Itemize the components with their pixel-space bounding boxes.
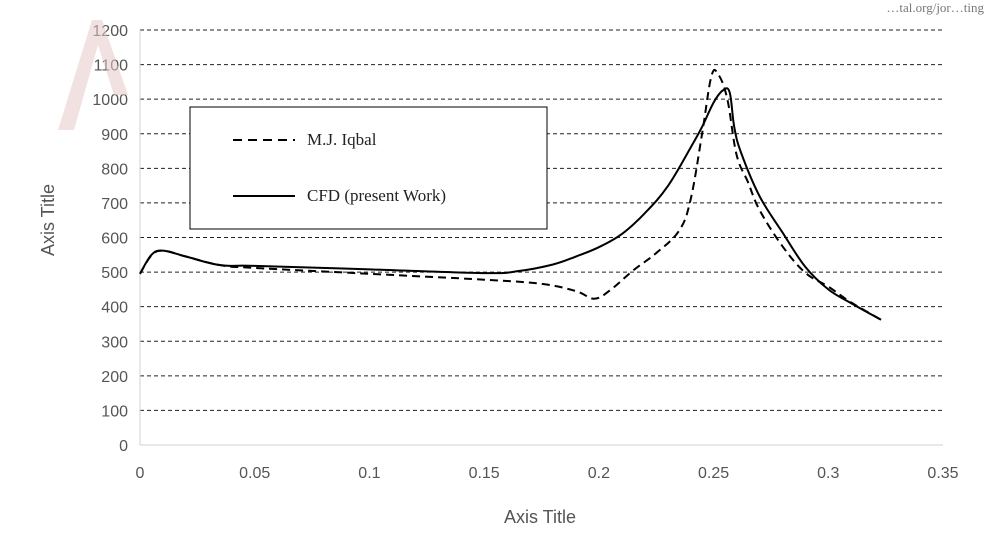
x-tick-label: 0.35 bbox=[927, 465, 958, 482]
x-tick-label: 0 bbox=[136, 465, 145, 482]
x-tick-label: 0.05 bbox=[239, 465, 270, 482]
y-tick-label: 1200 bbox=[92, 23, 128, 40]
clipped-header-text: …tal.org/jor…ting bbox=[886, 0, 984, 15]
y-tick-label: 600 bbox=[101, 231, 128, 248]
y-tick-label: 100 bbox=[101, 403, 128, 420]
y-tick-label: 0 bbox=[119, 438, 128, 455]
series-lines bbox=[139, 68, 882, 321]
y-tick-label: 900 bbox=[101, 127, 128, 144]
x-tick-label: 0.2 bbox=[588, 465, 610, 482]
y-tick-label: 500 bbox=[101, 265, 128, 282]
y-tick-label: 1100 bbox=[94, 58, 129, 75]
legend-box bbox=[189, 106, 548, 230]
legend-label-iqbal: M.J. Iqbal bbox=[307, 130, 377, 149]
y-tick-label: 1000 bbox=[92, 92, 128, 109]
x-tick-label: 0.25 bbox=[698, 465, 729, 482]
y-tick-label: 200 bbox=[101, 369, 128, 386]
y-tick-label: 300 bbox=[101, 334, 128, 351]
x-tick-labels: 0 0.05 0.1 0.15 0.2 0.25 0.3 0.35 bbox=[136, 465, 959, 482]
legend: M.J. Iqbal CFD (present Work) bbox=[189, 106, 548, 230]
x-tick-label: 0.1 bbox=[358, 465, 380, 482]
y-tick-label: 400 bbox=[101, 300, 128, 317]
series-line-iqbal bbox=[139, 68, 882, 321]
x-tick-label: 0.3 bbox=[817, 465, 839, 482]
x-axis-title: Axis Title bbox=[504, 507, 576, 527]
y-tick-label: 700 bbox=[101, 196, 128, 213]
y-axis-title: Axis Title bbox=[38, 184, 58, 256]
y-tick-labels: 0 100 200 300 400 500 600 700 800 900 1000 1100 1200 bbox=[92, 23, 128, 455]
y-tick-label: 800 bbox=[101, 161, 128, 178]
x-tick-label: 0.15 bbox=[469, 465, 500, 482]
series-line-cfd bbox=[139, 87, 882, 321]
axes bbox=[139, 30, 943, 446]
legend-label-cfd: CFD (present Work) bbox=[307, 186, 446, 205]
